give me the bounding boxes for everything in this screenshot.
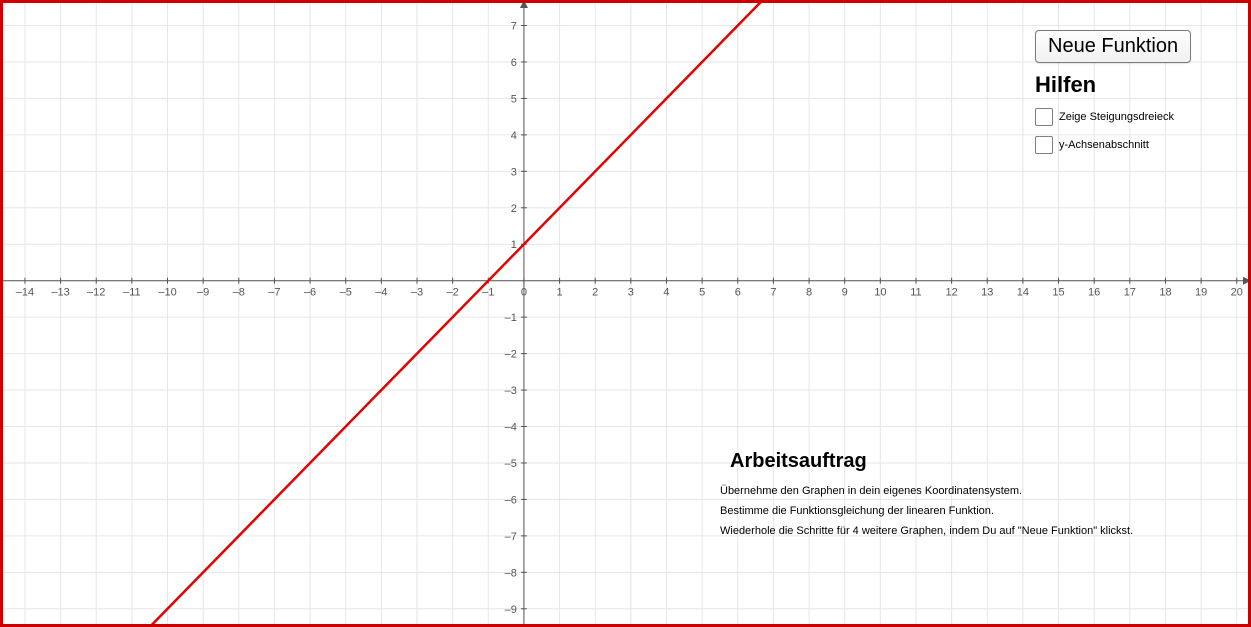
- svg-text:1: 1: [511, 239, 517, 251]
- checkbox-icon: [1035, 136, 1053, 154]
- checkbox-label: Zeige Steigungsdreieck: [1059, 111, 1174, 123]
- task-line-2: Bestimme die Funktionsgleichung der line…: [720, 505, 994, 517]
- svg-text:2: 2: [592, 287, 598, 299]
- svg-text:5: 5: [699, 287, 705, 299]
- svg-text:2: 2: [511, 203, 517, 215]
- checkbox-label: y-Achsenabschnitt: [1059, 139, 1149, 151]
- svg-text:–8: –8: [505, 567, 517, 579]
- svg-text:10: 10: [874, 287, 886, 299]
- svg-text:–7: –7: [505, 531, 517, 543]
- applet-frame: –14–13–12–11–10–9–8–7–6–5–4–3–2–10123456…: [0, 0, 1251, 627]
- svg-text:9: 9: [842, 287, 848, 299]
- svg-text:–11: –11: [123, 287, 141, 299]
- svg-text:–14: –14: [16, 287, 34, 299]
- checkbox-slope-triangle[interactable]: Zeige Steigungsdreieck: [1035, 108, 1174, 126]
- svg-text:8: 8: [806, 287, 812, 299]
- svg-text:7: 7: [770, 287, 776, 299]
- svg-text:0: 0: [521, 287, 527, 299]
- svg-text:–4: –4: [505, 422, 517, 434]
- checkbox-y-intercept[interactable]: y-Achsenabschnitt: [1035, 136, 1149, 154]
- svg-text:–1: –1: [482, 287, 494, 299]
- new-function-button[interactable]: Neue Funktion: [1035, 30, 1191, 63]
- task-line-1: Übernehme den Graphen in dein eigenes Ko…: [720, 485, 1022, 497]
- svg-text:–2: –2: [505, 349, 517, 361]
- svg-text:20: 20: [1231, 287, 1243, 299]
- svg-text:–6: –6: [505, 494, 517, 506]
- svg-text:–5: –5: [340, 287, 352, 299]
- svg-text:–1: –1: [505, 312, 517, 324]
- svg-text:–3: –3: [505, 385, 517, 397]
- svg-text:4: 4: [511, 130, 517, 142]
- svg-text:–2: –2: [447, 287, 459, 299]
- svg-text:–8: –8: [233, 287, 245, 299]
- svg-text:4: 4: [663, 287, 669, 299]
- svg-text:–5: –5: [505, 458, 517, 470]
- svg-text:14: 14: [1017, 287, 1029, 299]
- svg-text:13: 13: [981, 287, 993, 299]
- task-line-3: Wiederhole die Schritte für 4 weitere Gr…: [720, 525, 1133, 537]
- svg-text:5: 5: [511, 93, 517, 105]
- svg-text:–13: –13: [51, 287, 69, 299]
- svg-text:–7: –7: [268, 287, 280, 299]
- svg-text:17: 17: [1124, 287, 1136, 299]
- svg-text:11: 11: [910, 287, 921, 299]
- svg-text:3: 3: [628, 287, 634, 299]
- svg-text:7: 7: [511, 21, 517, 33]
- svg-text:–10: –10: [158, 287, 176, 299]
- svg-text:6: 6: [511, 57, 517, 69]
- task-heading: Arbeitsauftrag: [730, 450, 867, 473]
- checkbox-icon: [1035, 108, 1053, 126]
- help-heading: Hilfen: [1035, 72, 1096, 98]
- svg-text:16: 16: [1088, 287, 1100, 299]
- svg-text:18: 18: [1159, 287, 1171, 299]
- svg-text:12: 12: [945, 287, 957, 299]
- svg-text:1: 1: [557, 287, 563, 299]
- svg-text:19: 19: [1195, 287, 1207, 299]
- svg-text:–9: –9: [197, 287, 209, 299]
- svg-text:–12: –12: [87, 287, 105, 299]
- svg-text:–4: –4: [375, 287, 387, 299]
- svg-text:3: 3: [511, 166, 517, 178]
- svg-text:6: 6: [735, 287, 741, 299]
- svg-text:15: 15: [1052, 287, 1064, 299]
- svg-text:–3: –3: [411, 287, 423, 299]
- svg-text:–9: –9: [505, 604, 517, 616]
- svg-text:–6: –6: [304, 287, 316, 299]
